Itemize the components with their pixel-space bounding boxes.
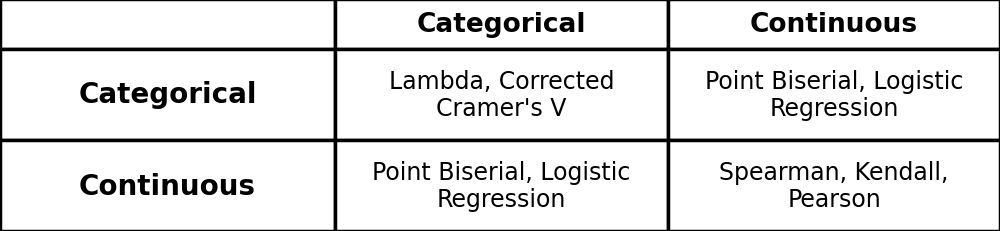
Bar — [335, 140, 668, 231]
Text: Continuous: Continuous — [79, 172, 256, 200]
Bar — [0, 0, 335, 50]
Bar — [0, 50, 335, 140]
Text: Lambda, Corrected
Cramer's V: Lambda, Corrected Cramer's V — [389, 69, 614, 121]
Text: Spearman, Kendall,
Pearson: Spearman, Kendall, Pearson — [719, 160, 949, 212]
Bar — [668, 140, 1000, 231]
Bar — [668, 50, 1000, 140]
Bar — [335, 50, 668, 140]
Text: Categorical: Categorical — [417, 12, 586, 38]
Bar — [668, 0, 1000, 50]
Text: Categorical: Categorical — [78, 81, 257, 109]
Text: Continuous: Continuous — [750, 12, 918, 38]
Text: Point Biserial, Logistic
Regression: Point Biserial, Logistic Regression — [705, 69, 963, 121]
Bar — [0, 140, 335, 231]
Text: Point Biserial, Logistic
Regression: Point Biserial, Logistic Regression — [372, 160, 631, 212]
Bar — [335, 0, 668, 50]
